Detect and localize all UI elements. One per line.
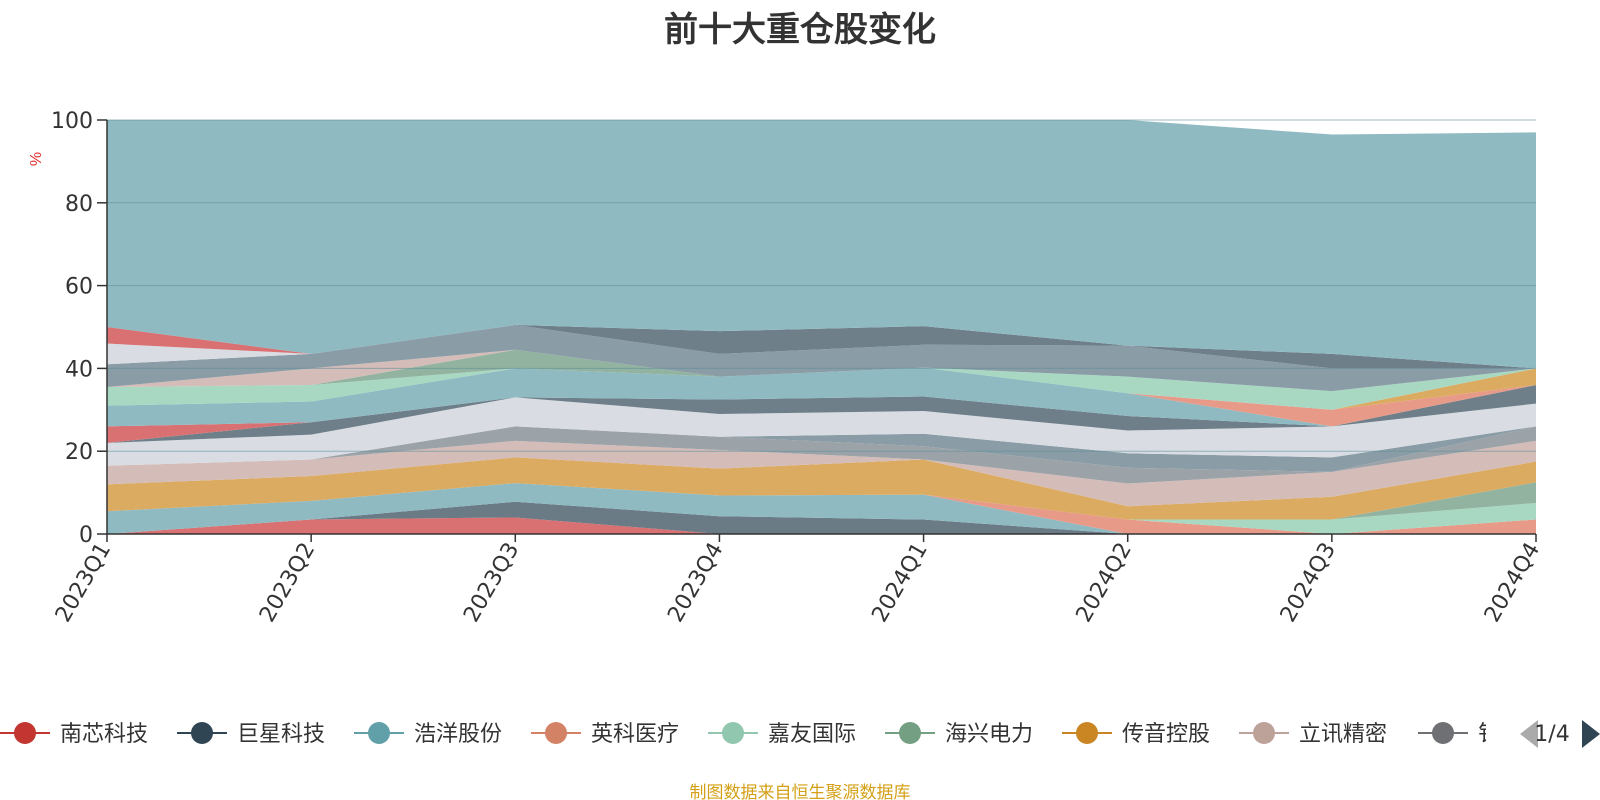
x-tick-label: 2023Q4	[663, 539, 728, 627]
legend-item[interactable]: 立讯精密	[1239, 722, 1387, 747]
legend-item[interactable]: 海兴电力	[885, 722, 1033, 747]
source-note: 制图数据来自恒生聚源数据库	[689, 783, 911, 800]
legend-next-arrow-icon[interactable]	[1582, 720, 1600, 748]
area-series-18	[107, 349, 1536, 392]
legend-label: 南芯科技	[60, 722, 148, 747]
legend-marker	[1076, 722, 1098, 744]
area-series-8	[107, 440, 1536, 507]
chart-title: 前十大重仓股变化	[664, 10, 936, 50]
legend-marker	[1253, 722, 1275, 744]
legend-marker	[1432, 722, 1454, 744]
legend-marker	[545, 722, 567, 744]
area-series-3	[107, 483, 1536, 534]
y-tick-label: 100	[51, 109, 93, 134]
area-series-9	[107, 426, 1536, 484]
x-tick-label: 2024Q4	[1480, 539, 1545, 627]
legend-label: 嘉友国际	[768, 722, 856, 747]
legend-label: 巨星科技	[237, 722, 325, 747]
area-series-19	[107, 349, 1536, 392]
area-series-12	[107, 384, 1536, 443]
legend-label: 立讯精密	[1299, 722, 1387, 747]
legend-item[interactable]: 英科医疗	[531, 722, 679, 747]
x-tick-label: 2024Q1	[867, 539, 932, 627]
x-tick-label: 2024Q3	[1276, 539, 1341, 627]
legend-label: 海兴电力	[945, 722, 1033, 747]
y-tick-label: 40	[65, 357, 93, 382]
legend-item[interactable]: 嘉友国际	[708, 722, 856, 747]
area-series-20	[107, 324, 1536, 392]
area-series-21	[107, 324, 1536, 369]
legend-label: 浩洋股份	[414, 722, 502, 747]
grid-lines	[107, 119, 1536, 452]
y-tick-label: 80	[65, 192, 93, 217]
legend-page-indicator: 1/4	[1534, 722, 1569, 747]
area-series-24	[107, 120, 1536, 369]
legend-marker	[191, 722, 213, 744]
y-tick-label: 20	[65, 440, 93, 465]
legend[interactable]: 南芯科技 巨星科技 浩洋股份 英科医疗 嘉友国际 海兴电力 传音控股 立讯精密 钅 1/4	[0, 720, 1600, 748]
legend-marker	[14, 722, 36, 744]
x-tick-label: 2023Q3	[459, 539, 524, 627]
y-tick-label: 60	[65, 275, 93, 300]
area-series-11	[107, 397, 1536, 466]
legend-item[interactable]: 南芯科技	[0, 722, 148, 747]
legend-marker	[368, 722, 390, 744]
legend-label: 传音控股	[1122, 722, 1210, 747]
legend-label: 钅	[1478, 722, 1500, 747]
legend-item[interactable]: 巨星科技	[177, 722, 325, 747]
area-series-5	[107, 483, 1536, 534]
legend-marker	[722, 722, 744, 744]
legend-prev-arrow-icon[interactable]	[1520, 720, 1538, 748]
area-layers	[107, 120, 1536, 534]
legend-item-truncated[interactable]: 钅	[1418, 722, 1500, 747]
legend-marker	[899, 722, 921, 744]
area-series-1	[107, 517, 1536, 534]
legend-item[interactable]: 浩洋股份	[354, 722, 502, 747]
legend-item[interactable]: 传音控股	[1062, 722, 1210, 747]
area-series-17	[107, 367, 1536, 410]
area-series-7	[107, 457, 1536, 520]
x-tick-label: 2024Q2	[1072, 539, 1137, 627]
area-series-14	[107, 367, 1536, 427]
legend-label: 英科医疗	[591, 722, 679, 747]
y-tick-label: 0	[79, 523, 93, 548]
area-series-10	[107, 426, 1536, 472]
x-tick-label: 2023Q1	[51, 539, 116, 627]
x-tick-label: 2023Q2	[255, 539, 320, 627]
